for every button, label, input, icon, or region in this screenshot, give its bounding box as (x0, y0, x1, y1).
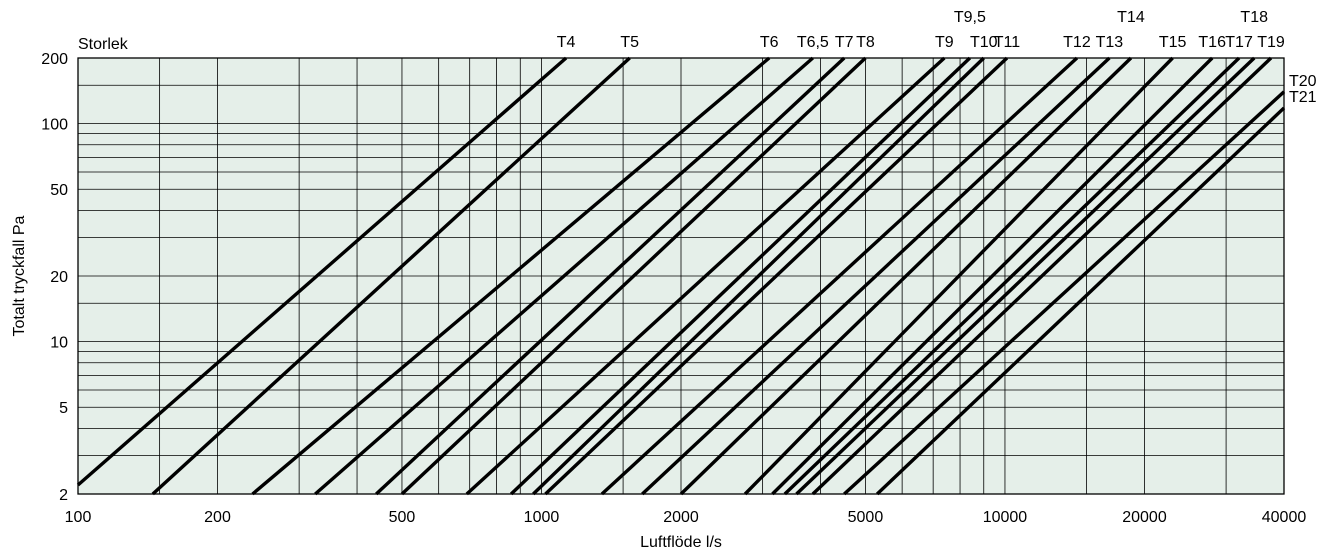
series-label-t11: T11 (994, 34, 1020, 51)
series-line-t20 (843, 90, 1286, 496)
series-line-t5 (151, 56, 631, 496)
x-tick-label-1000: 1000 (524, 509, 560, 526)
series-label-t13: T13 (1096, 34, 1124, 51)
series-label-t15: T15 (1159, 34, 1187, 51)
series-label-t14: T14 (1117, 9, 1145, 26)
y-tick-label-5: 5 (59, 400, 68, 417)
series-line-t10 (532, 56, 985, 496)
series-label-t9-5: T9,5 (954, 9, 986, 26)
x-tick-labels: 100 200 500 1000 2000 5000 10000 20000 40000 (65, 509, 1307, 526)
series-label-t10: T10 (970, 34, 998, 51)
series-line-t9 (465, 56, 946, 496)
series-label-t21: T21 (1289, 89, 1317, 106)
series-line-t12 (600, 56, 1079, 496)
x-tick-label-20000: 20000 (1122, 509, 1167, 526)
series-line-t9-5 (509, 56, 972, 496)
series-line-t15 (743, 56, 1174, 496)
series-label-t17: T17 (1225, 34, 1253, 51)
x-tick-label-5000: 5000 (848, 509, 884, 526)
series-label-t16: T16 (1198, 34, 1226, 51)
series-label-t6: T6 (760, 34, 779, 51)
y-tick-label-2: 2 (59, 487, 68, 504)
x-tick-label-40000: 40000 (1262, 509, 1307, 526)
series-label-t20: T20 (1289, 73, 1317, 90)
y-tick-label-200: 200 (41, 51, 68, 68)
series-line-t13 (641, 56, 1111, 496)
plot-frame (77, 57, 1285, 495)
y-tick-labels: 2 5 10 20 50 100 200 (41, 51, 68, 504)
series-line-t18 (795, 56, 1256, 496)
x-tick-label-10000: 10000 (983, 509, 1028, 526)
series-heading: Storlek (78, 36, 129, 53)
series-label-t7: T7 (835, 34, 854, 51)
y-tick-label-100: 100 (41, 117, 68, 134)
series-line-t4 (76, 56, 568, 487)
series-label-t5: T5 (620, 34, 639, 51)
series-line-t8 (400, 56, 867, 496)
grid (77, 57, 1285, 495)
series-line-t16 (771, 56, 1214, 496)
y-tick-label-50: 50 (50, 182, 68, 199)
series-line-t7 (375, 56, 846, 496)
y-axis-label: Totalt tryckfall Pa (11, 215, 28, 336)
series-lines (76, 56, 1286, 496)
series-line-t21 (875, 106, 1286, 496)
y-tick-label-10: 10 (50, 335, 68, 352)
series-line-t6-5 (314, 56, 814, 496)
series-label-t12: T12 (1063, 34, 1091, 51)
x-tick-label-100: 100 (65, 509, 92, 526)
series-label-t4: T4 (557, 34, 576, 51)
series-line-t19 (811, 56, 1273, 496)
x-tick-label-500: 500 (389, 509, 416, 526)
series-label-t6-5: T6,5 (797, 34, 829, 51)
x-axis-label: Luftflöde l/s (640, 534, 722, 551)
series-line-t17 (783, 56, 1241, 496)
series-label-t18: T18 (1240, 9, 1268, 26)
x-tick-label-200: 200 (204, 509, 231, 526)
series-label-t9: T9 (935, 34, 954, 51)
series-line-t6 (251, 56, 771, 496)
series-line-t14 (679, 56, 1133, 496)
series-label-t19: T19 (1257, 34, 1285, 51)
x-tick-label-2000: 2000 (663, 509, 699, 526)
series-label-t8: T8 (856, 34, 875, 51)
y-tick-label-20: 20 (50, 269, 68, 286)
series-line-t11 (544, 56, 1009, 496)
